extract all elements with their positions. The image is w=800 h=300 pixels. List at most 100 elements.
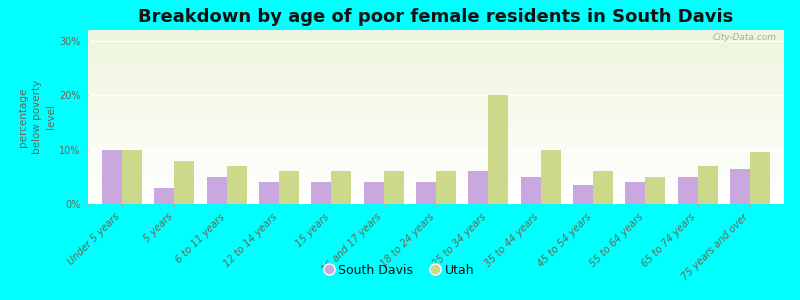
Bar <box>88 197 784 199</box>
Bar <box>88 178 784 180</box>
Bar <box>88 30 784 32</box>
Bar <box>88 199 784 200</box>
Bar <box>88 108 784 110</box>
Bar <box>88 138 784 140</box>
Bar <box>88 160 784 162</box>
Bar <box>88 91 784 93</box>
Bar <box>88 47 784 49</box>
Title: Breakdown by age of poor female residents in South Davis: Breakdown by age of poor female resident… <box>138 8 734 26</box>
Bar <box>88 182 784 183</box>
Bar <box>88 121 784 122</box>
Bar <box>698 166 718 204</box>
Bar <box>88 40 784 42</box>
Bar <box>88 174 784 176</box>
Bar <box>311 182 331 204</box>
Bar <box>88 117 784 119</box>
Bar <box>88 180 784 182</box>
Bar <box>88 68 784 70</box>
Bar <box>88 106 784 108</box>
Bar <box>88 96 784 98</box>
Bar <box>226 166 246 204</box>
Bar <box>259 182 279 204</box>
Bar <box>88 87 784 89</box>
Bar <box>88 46 784 47</box>
Bar <box>88 171 784 173</box>
Bar <box>88 148 784 150</box>
Bar <box>88 105 784 106</box>
Bar <box>730 169 750 204</box>
Bar <box>279 171 299 204</box>
Legend: South Davis, Utah: South Davis, Utah <box>321 259 479 282</box>
Bar <box>88 167 784 169</box>
Bar <box>88 169 784 171</box>
Bar <box>88 94 784 96</box>
Bar <box>88 112 784 113</box>
Bar <box>88 77 784 79</box>
Bar <box>88 98 784 100</box>
Bar <box>88 39 784 41</box>
Bar <box>88 124 784 126</box>
Bar <box>88 188 784 190</box>
Bar <box>88 190 784 192</box>
Bar <box>88 63 784 65</box>
Bar <box>88 140 784 141</box>
Bar <box>88 75 784 77</box>
Bar <box>88 42 784 44</box>
Bar <box>88 157 784 159</box>
Bar <box>88 150 784 152</box>
Bar <box>88 119 784 121</box>
Bar <box>593 171 613 204</box>
Bar <box>88 159 784 161</box>
Bar <box>88 113 784 115</box>
Bar <box>88 164 784 166</box>
Bar <box>88 131 784 133</box>
Bar <box>88 136 784 138</box>
Bar <box>122 150 142 204</box>
Bar <box>88 65 784 67</box>
Bar <box>88 32 784 34</box>
Bar <box>88 70 784 72</box>
Bar <box>88 147 784 148</box>
Bar <box>88 56 784 58</box>
Bar <box>573 185 593 204</box>
Bar <box>88 155 784 157</box>
Bar <box>88 162 784 164</box>
Bar <box>469 171 488 204</box>
Bar <box>88 84 784 86</box>
Bar <box>88 152 784 154</box>
Bar <box>646 177 666 204</box>
Bar <box>88 128 784 129</box>
Bar <box>88 185 784 187</box>
Bar <box>88 101 784 103</box>
Bar <box>88 86 784 87</box>
Bar <box>88 93 784 94</box>
Bar <box>88 34 784 35</box>
Bar <box>416 182 436 204</box>
Bar <box>541 150 561 204</box>
Bar <box>88 134 784 136</box>
Y-axis label: percentage
below poverty
level: percentage below poverty level <box>18 80 56 154</box>
Bar <box>88 183 784 185</box>
Bar <box>88 79 784 80</box>
Bar <box>88 103 784 105</box>
Bar <box>88 110 784 112</box>
Bar <box>488 95 508 204</box>
Bar <box>521 177 541 204</box>
Bar <box>88 67 784 68</box>
Bar <box>174 160 194 204</box>
Bar <box>88 51 784 52</box>
Bar <box>88 141 784 143</box>
Bar <box>88 194 784 195</box>
Bar <box>678 177 698 204</box>
Bar <box>88 100 784 101</box>
Bar <box>436 171 456 204</box>
Bar <box>88 192 784 194</box>
Bar <box>102 150 122 204</box>
Bar <box>88 133 784 134</box>
Bar <box>88 143 784 145</box>
Bar <box>206 177 226 204</box>
Bar <box>88 82 784 84</box>
Bar <box>331 171 351 204</box>
Bar <box>88 129 784 131</box>
Bar <box>88 74 784 75</box>
